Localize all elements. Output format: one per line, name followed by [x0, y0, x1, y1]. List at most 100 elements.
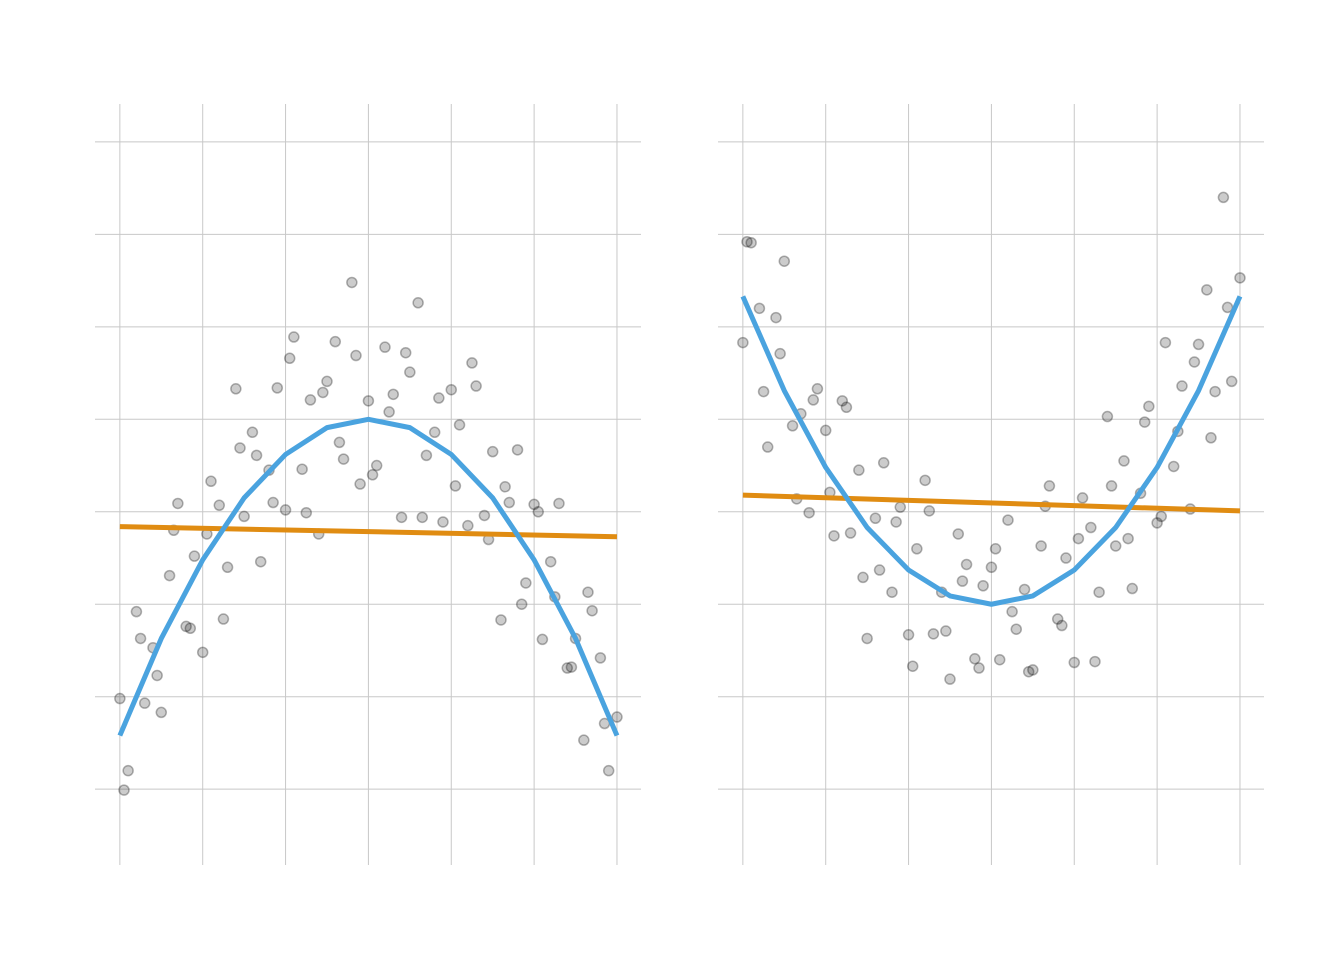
data-point [428, 426, 441, 439]
data-point [1167, 460, 1180, 473]
data-point [853, 464, 865, 476]
data-point [778, 255, 791, 267]
data-point [1151, 517, 1163, 529]
data-point [857, 571, 869, 584]
data-point [561, 662, 574, 674]
data-point [578, 734, 590, 746]
data-point [869, 512, 882, 525]
data-point [151, 669, 163, 682]
data-point [1234, 272, 1246, 284]
data-point [1192, 338, 1205, 351]
data-point [399, 346, 412, 359]
data-point [296, 463, 308, 475]
data-point [1035, 540, 1047, 552]
data-point [977, 580, 989, 592]
data-point [416, 511, 429, 524]
data-point [354, 478, 366, 490]
data-point [1143, 400, 1155, 413]
data-point [565, 661, 578, 673]
data-point [1089, 655, 1101, 668]
data-point [1138, 416, 1151, 428]
data-point [1159, 336, 1172, 349]
data-point [420, 449, 433, 462]
data-point [803, 506, 815, 519]
data-point [437, 516, 449, 528]
data-point [433, 392, 445, 404]
data-point [370, 459, 383, 472]
data-point [470, 380, 482, 392]
data-point [449, 480, 462, 492]
data-point [1188, 356, 1201, 368]
data-point [486, 445, 499, 458]
data-point [230, 383, 242, 395]
data-point [877, 457, 890, 469]
fit-line [117, 416, 620, 737]
data-point [453, 419, 466, 431]
data-point [1043, 480, 1056, 492]
data-point [246, 426, 259, 439]
data-point [923, 505, 936, 517]
data-point [395, 511, 408, 524]
data-point [321, 375, 333, 388]
data-point [350, 349, 362, 362]
data-point [1209, 385, 1221, 398]
data-point [217, 613, 230, 625]
data-point [288, 331, 300, 343]
data-point [553, 497, 565, 510]
data-point [1002, 514, 1014, 526]
data-point [1022, 665, 1035, 678]
data-point [956, 575, 969, 587]
data-point [873, 564, 886, 576]
data-point [1225, 375, 1238, 388]
data-point [387, 388, 400, 401]
data-point [362, 395, 375, 407]
data-point [1051, 613, 1064, 625]
data-point [819, 424, 832, 437]
data-point [828, 530, 840, 542]
data-point [184, 622, 197, 635]
data-point [300, 506, 313, 519]
data-point [1155, 510, 1168, 523]
data-point [196, 646, 209, 659]
data-point [741, 236, 753, 248]
fit-line [742, 492, 1241, 514]
data-point [737, 336, 749, 349]
data-point [134, 632, 147, 645]
data-point [383, 406, 395, 418]
data-point [503, 496, 516, 509]
data-point [536, 633, 549, 646]
data-point [172, 497, 184, 510]
data-point [989, 543, 1002, 555]
data-point [304, 394, 317, 406]
data-point [594, 652, 607, 664]
data-point [1060, 552, 1072, 564]
data-point [478, 509, 491, 522]
data-point [1176, 380, 1188, 392]
data-point [602, 764, 615, 777]
data-point [890, 516, 902, 528]
data-point [1085, 521, 1097, 534]
fit-line [740, 295, 1243, 607]
data-point [586, 604, 598, 617]
data-point [1126, 582, 1139, 595]
data-point [1072, 532, 1085, 545]
data-point [940, 625, 952, 637]
data-point [238, 510, 250, 523]
data-point [906, 660, 919, 672]
data-point [122, 764, 134, 777]
data-point [861, 632, 873, 645]
data-point [844, 527, 857, 539]
data-point [840, 401, 853, 414]
data-point [254, 555, 267, 568]
data-point [346, 276, 358, 289]
data-point [499, 481, 511, 493]
data-point [911, 543, 923, 555]
data-point [894, 501, 907, 513]
data-point [985, 561, 998, 574]
data-point [919, 474, 931, 487]
data-point [807, 394, 820, 406]
data-point [404, 366, 416, 378]
data-point [412, 297, 424, 309]
data-point [511, 444, 524, 456]
